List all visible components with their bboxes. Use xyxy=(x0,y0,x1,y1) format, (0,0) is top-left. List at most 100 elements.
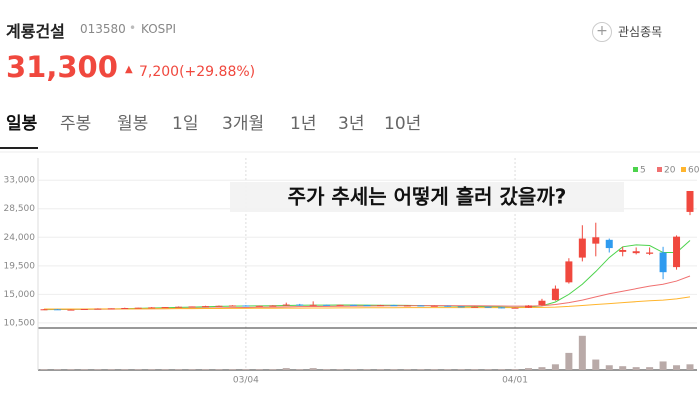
tab[interactable]: 월봉 xyxy=(117,114,149,134)
candle-body xyxy=(269,305,277,307)
candle-body xyxy=(430,305,438,307)
annotation: 주가 추세는 어떻게 흘러 갔을까? xyxy=(288,185,567,209)
candle-body xyxy=(161,307,169,309)
volume-bar xyxy=(175,369,183,370)
candle-body xyxy=(309,304,317,306)
ma-line xyxy=(43,240,691,311)
tab[interactable]: 1일 xyxy=(172,114,199,134)
candle-body xyxy=(175,306,183,308)
price: 31,300 xyxy=(6,50,118,84)
candle-body xyxy=(646,252,654,254)
candle-body xyxy=(551,288,559,301)
candle-body xyxy=(403,305,411,307)
watch-icon[interactable]: + xyxy=(592,22,612,42)
legend-label: 60 xyxy=(688,166,700,176)
tab[interactable]: 1년 xyxy=(290,114,317,134)
volume-bar xyxy=(525,368,532,370)
market: KOSPI xyxy=(141,22,177,36)
candle-body xyxy=(538,300,546,306)
volume-bar xyxy=(269,369,277,370)
volume-bar xyxy=(457,369,465,370)
price-change: 7,200(+29.88%) xyxy=(139,64,256,80)
up-arrow: ▲ xyxy=(125,64,133,75)
volume-bar xyxy=(53,369,61,370)
volume-bar xyxy=(646,367,654,370)
volume-bar xyxy=(605,365,613,370)
candle-body xyxy=(673,236,681,268)
volume-bar xyxy=(350,369,358,370)
tab[interactable]: 3개월 xyxy=(222,114,265,134)
stock-name: 계룡건설 xyxy=(6,22,65,41)
volume-bar xyxy=(471,369,479,370)
candle-body xyxy=(255,305,263,307)
volume-bar xyxy=(538,367,546,370)
volume-bar xyxy=(228,369,236,370)
x-tick-label: 03/04 xyxy=(233,376,259,386)
candle-body xyxy=(94,308,102,310)
tab[interactable]: 10년 xyxy=(384,114,422,134)
candle-body xyxy=(498,307,506,309)
watch-button[interactable]: 관심종목 xyxy=(618,25,663,39)
candle-body xyxy=(605,239,613,249)
candle-body xyxy=(686,190,694,212)
volume-bar xyxy=(215,369,223,370)
candle-body xyxy=(363,305,371,307)
volume-bar xyxy=(511,369,519,370)
tab[interactable]: 3년 xyxy=(338,114,365,134)
volume-bar xyxy=(444,369,452,370)
y-tick-label: 15,000 xyxy=(4,290,36,300)
legend-swatch xyxy=(633,167,638,172)
volume-bar xyxy=(363,369,371,370)
volume-bar xyxy=(578,335,586,370)
volume-bar xyxy=(188,369,196,370)
annotation-bg xyxy=(230,182,624,212)
volume-bar xyxy=(148,369,156,370)
candle-body xyxy=(578,238,586,258)
candle-body xyxy=(215,305,223,307)
candle-body xyxy=(592,237,600,244)
volume-bar xyxy=(686,364,694,370)
candle-body xyxy=(148,307,156,309)
volume-bar xyxy=(94,369,102,370)
candle-body xyxy=(565,261,573,283)
candle-body xyxy=(228,305,236,307)
volume-bar xyxy=(121,369,129,370)
candle-body xyxy=(121,308,129,310)
candle-body xyxy=(471,306,479,308)
candle-body xyxy=(376,305,384,307)
tab[interactable]: 일봉 xyxy=(6,114,38,134)
volume-bar xyxy=(242,369,250,370)
separator: • xyxy=(129,21,137,35)
y-tick-label: 24,000 xyxy=(4,233,36,243)
volume-bar xyxy=(498,369,506,370)
volume-bar xyxy=(390,369,398,370)
volume-bar xyxy=(673,365,681,370)
volume-bar xyxy=(376,369,384,370)
volume-bar xyxy=(255,369,263,370)
volume-bar xyxy=(282,368,290,370)
candle-body xyxy=(525,305,532,308)
legend-label: 20 xyxy=(664,166,676,176)
tab[interactable]: 주봉 xyxy=(60,114,92,134)
candle-body xyxy=(67,309,75,311)
candle-body xyxy=(632,251,640,254)
volume-bar xyxy=(40,369,48,370)
y-tick-label: 19,500 xyxy=(4,261,36,271)
volume-bar xyxy=(417,369,425,370)
volume-bar xyxy=(323,369,331,370)
candle-body xyxy=(659,252,667,273)
legend-label: 5 xyxy=(640,166,646,176)
candle-body xyxy=(484,306,492,308)
volume-bar xyxy=(430,369,438,370)
volume-bar xyxy=(336,369,344,370)
candle-body xyxy=(282,304,290,306)
candle-body xyxy=(390,305,398,307)
candle-body xyxy=(107,308,115,310)
volume-bar xyxy=(80,369,88,370)
candle-body xyxy=(323,304,331,306)
candle-body xyxy=(444,305,452,307)
candle-body xyxy=(511,307,519,309)
volume-bar xyxy=(659,361,667,370)
